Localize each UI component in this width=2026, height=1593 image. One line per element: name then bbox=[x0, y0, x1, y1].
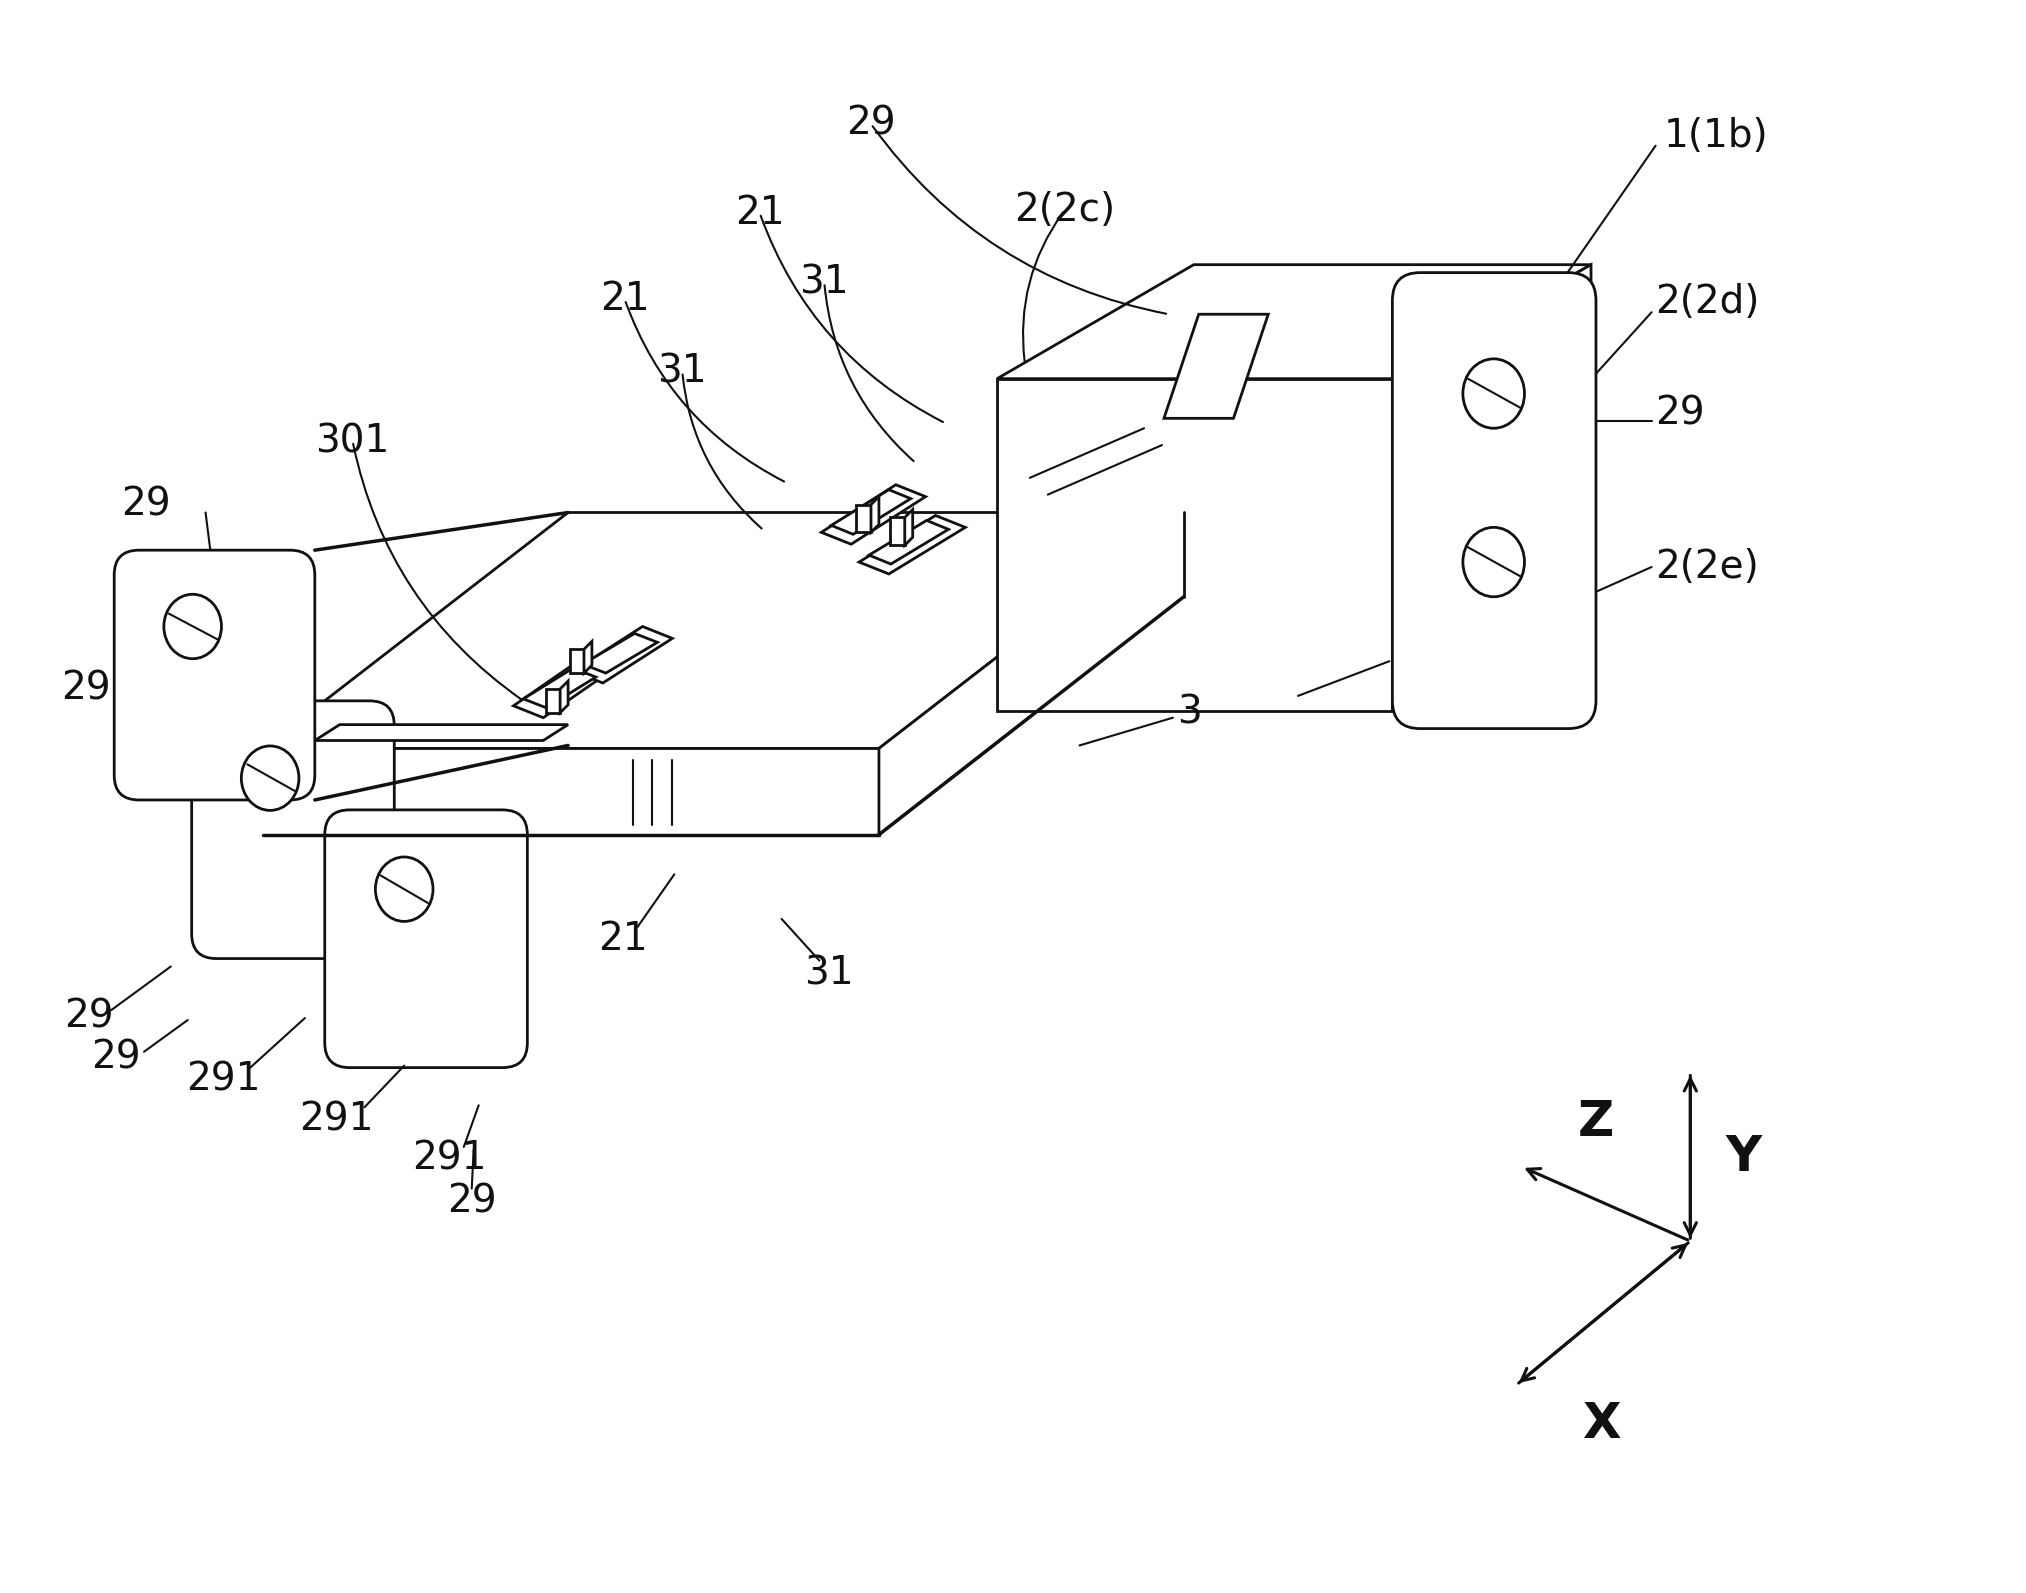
Polygon shape bbox=[821, 484, 926, 545]
Polygon shape bbox=[997, 379, 1392, 710]
Text: 29: 29 bbox=[448, 1182, 496, 1220]
Text: 21: 21 bbox=[600, 280, 650, 319]
Ellipse shape bbox=[1463, 527, 1524, 597]
Text: 301: 301 bbox=[316, 422, 389, 460]
Polygon shape bbox=[547, 688, 559, 712]
Polygon shape bbox=[583, 634, 658, 674]
Text: 291: 291 bbox=[411, 1141, 486, 1177]
Text: 29: 29 bbox=[1394, 637, 1443, 675]
Polygon shape bbox=[906, 510, 912, 545]
Ellipse shape bbox=[1463, 358, 1524, 429]
FancyBboxPatch shape bbox=[192, 701, 395, 959]
Text: Z: Z bbox=[1578, 1098, 1615, 1145]
Polygon shape bbox=[859, 516, 964, 573]
Polygon shape bbox=[513, 661, 608, 718]
Polygon shape bbox=[869, 521, 948, 564]
Text: 2(2c): 2(2c) bbox=[1015, 191, 1114, 229]
Text: 31: 31 bbox=[658, 352, 707, 390]
Polygon shape bbox=[1165, 314, 1268, 419]
Polygon shape bbox=[523, 667, 596, 707]
Polygon shape bbox=[879, 513, 1183, 835]
Text: 291: 291 bbox=[186, 1061, 261, 1099]
Text: 3: 3 bbox=[1177, 693, 1201, 731]
Polygon shape bbox=[857, 505, 871, 532]
Text: 29: 29 bbox=[1655, 395, 1706, 432]
Text: 291: 291 bbox=[61, 671, 136, 707]
Text: 29: 29 bbox=[847, 105, 895, 143]
FancyBboxPatch shape bbox=[324, 809, 527, 1067]
Ellipse shape bbox=[375, 857, 434, 921]
Ellipse shape bbox=[164, 594, 221, 660]
Text: 29: 29 bbox=[122, 486, 170, 524]
Text: 291: 291 bbox=[300, 1101, 375, 1137]
Polygon shape bbox=[559, 682, 567, 712]
Text: 1(1b): 1(1b) bbox=[1663, 116, 1769, 155]
Ellipse shape bbox=[241, 746, 300, 811]
Polygon shape bbox=[889, 518, 906, 545]
Polygon shape bbox=[569, 650, 583, 674]
Text: 2(2e): 2(2e) bbox=[1655, 548, 1759, 586]
Polygon shape bbox=[583, 642, 592, 674]
Polygon shape bbox=[1392, 264, 1590, 710]
Polygon shape bbox=[263, 749, 879, 835]
Polygon shape bbox=[573, 626, 673, 683]
FancyBboxPatch shape bbox=[1392, 272, 1596, 728]
Text: Y: Y bbox=[1724, 1133, 1761, 1180]
FancyBboxPatch shape bbox=[113, 550, 314, 800]
Text: 2(2d): 2(2d) bbox=[1655, 284, 1761, 322]
Polygon shape bbox=[871, 497, 879, 532]
Text: 29: 29 bbox=[65, 997, 113, 1035]
Polygon shape bbox=[831, 489, 912, 534]
Polygon shape bbox=[263, 513, 1183, 749]
Text: 31: 31 bbox=[800, 263, 849, 301]
Text: X: X bbox=[1582, 1400, 1621, 1448]
Text: 21: 21 bbox=[735, 194, 784, 233]
Text: 31: 31 bbox=[804, 954, 855, 992]
Polygon shape bbox=[314, 725, 567, 741]
Text: 29: 29 bbox=[91, 1039, 142, 1077]
Text: 21: 21 bbox=[598, 919, 648, 957]
Polygon shape bbox=[997, 264, 1590, 379]
